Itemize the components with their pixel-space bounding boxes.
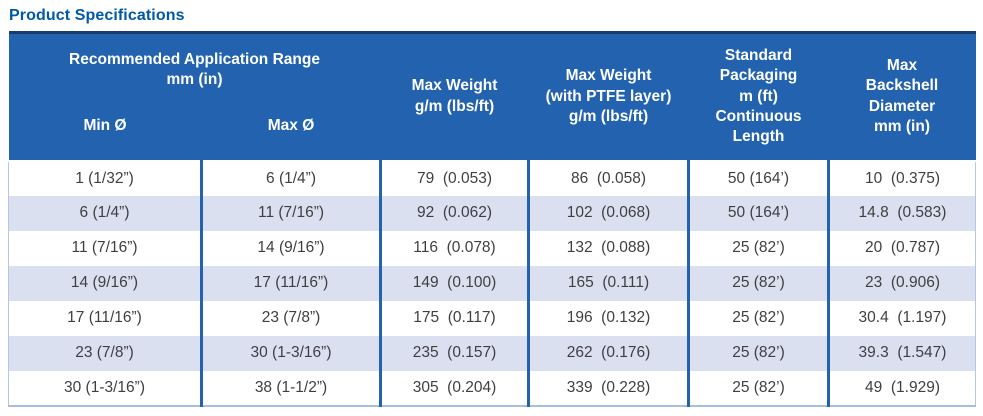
header-max-weight: Max Weight g/m (lbs/ft) (380, 31, 529, 162)
header-row-sub: Min Ø Max Ø (8, 102, 976, 162)
table-cell: 132 (0.088) (527, 230, 689, 266)
table-cell: 165 (0.111) (527, 265, 689, 301)
header-standard-packaging: Standard Packaging m (ft) Continuous Len… (688, 31, 829, 162)
header-max-diameter: Max Ø (201, 102, 381, 162)
table-cell: 23 (7/8”) (8, 335, 202, 371)
table-cell: 102 (0.068) (527, 195, 689, 231)
table-cell: 14 (9/16”) (8, 265, 202, 301)
table-cell: 23 (0.906) (827, 265, 976, 301)
table-cell: 14.8 (0.583) (827, 195, 976, 231)
table-cell: 339 (0.228) (527, 370, 689, 407)
table-cell: 14 (9/16”) (200, 230, 381, 266)
table-cell: 116 (0.078) (379, 230, 529, 266)
table-cell: 6 (1/4”) (200, 160, 381, 196)
table-row: 17 (11/16”) 23 (7/8”) 175 (0.117) 196 (0.13… (8, 300, 976, 336)
table-cell: 50 (164’) (687, 160, 829, 196)
table-row: 14 (9/16”) 17 (11/16”) 149 (0.100) 165 (0.1… (8, 265, 976, 301)
table-cell: 92 (0.062) (379, 195, 529, 231)
table-cell: 20 (0.787) (827, 230, 976, 266)
table-row: 11 (7/16”) 14 (9/16”) 116 (0.078) 132 (0.08… (8, 230, 976, 266)
table-cell: 11 (7/16”) (8, 230, 202, 266)
table-cell: 25 (82’) (687, 265, 829, 301)
table-row: 6 (1/4”) 11 (7/16”) 92 (0.062) 102 (0.068) 5… (8, 195, 976, 231)
table-cell: 235 (0.157) (379, 335, 529, 371)
table-cell: 30 (1-3/16”) (8, 370, 202, 407)
table-cell: 262 (0.176) (527, 335, 689, 371)
header-application-range: Recommended Application Range mm (in) (8, 31, 381, 103)
table-cell: 11 (7/16”) (200, 195, 381, 231)
table-cell: 6 (1/4”) (8, 195, 202, 231)
table-row: 30 (1-3/16”) 38 (1-1/2”) 305 (0.204) 339 (0… (8, 370, 976, 407)
table-cell: 149 (0.100) (379, 265, 529, 301)
header-max-backshell-diameter: Max Backshell Diameter mm (in) (828, 31, 976, 162)
table-cell: 49 (1.929) (827, 370, 976, 407)
table-cell: 196 (0.132) (527, 300, 689, 336)
table-cell: 30.4 (1.197) (827, 300, 976, 336)
table-cell: 50 (164’) (687, 195, 829, 231)
table-cell: 86 (0.058) (527, 160, 689, 196)
header-row-top: Recommended Application Range mm (in) Ma… (8, 31, 976, 162)
table-cell: 305 (0.204) (379, 370, 529, 407)
table-cell: 38 (1-1/2”) (200, 370, 381, 407)
table-cell: 25 (82’) (687, 335, 829, 371)
table-cell: 79 (0.053) (379, 160, 529, 196)
table-cell: 25 (82’) (687, 370, 829, 407)
product-spec-table: Recommended Application Range mm (in) Ma… (8, 31, 976, 407)
table-body: 1 (1/32”) 6 (1/4”) 79 (0.053) 86 (0.058) 50 … (8, 160, 976, 407)
table-cell: 17 (11/16”) (8, 300, 202, 336)
table-cell: 1 (1/32”) (8, 160, 202, 196)
table-row: 1 (1/32”) 6 (1/4”) 79 (0.053) 86 (0.058) 50 … (8, 160, 976, 196)
table-row: 23 (7/8”) 30 (1-3/16”) 235 (0.157) 262 (0.1… (8, 335, 976, 371)
table-cell: 17 (11/16”) (200, 265, 381, 301)
page-title: Product Specifications (9, 7, 185, 24)
header-min-diameter: Min Ø (8, 102, 202, 162)
table-cell: 39.3 (1.547) (827, 335, 976, 371)
table-header: Recommended Application Range mm (in) Ma… (8, 31, 976, 162)
table-cell: 25 (82’) (687, 230, 829, 266)
table-cell: 30 (1-3/16”) (200, 335, 381, 371)
table-cell: 10 (0.375) (827, 160, 976, 196)
table-cell: 25 (82’) (687, 300, 829, 336)
table-cell: 23 (7/8”) (200, 300, 381, 336)
table-cell: 175 (0.117) (379, 300, 529, 336)
header-max-weight-ptfe: Max Weight (with PTFE layer) g/m (lbs/ft… (528, 31, 689, 162)
